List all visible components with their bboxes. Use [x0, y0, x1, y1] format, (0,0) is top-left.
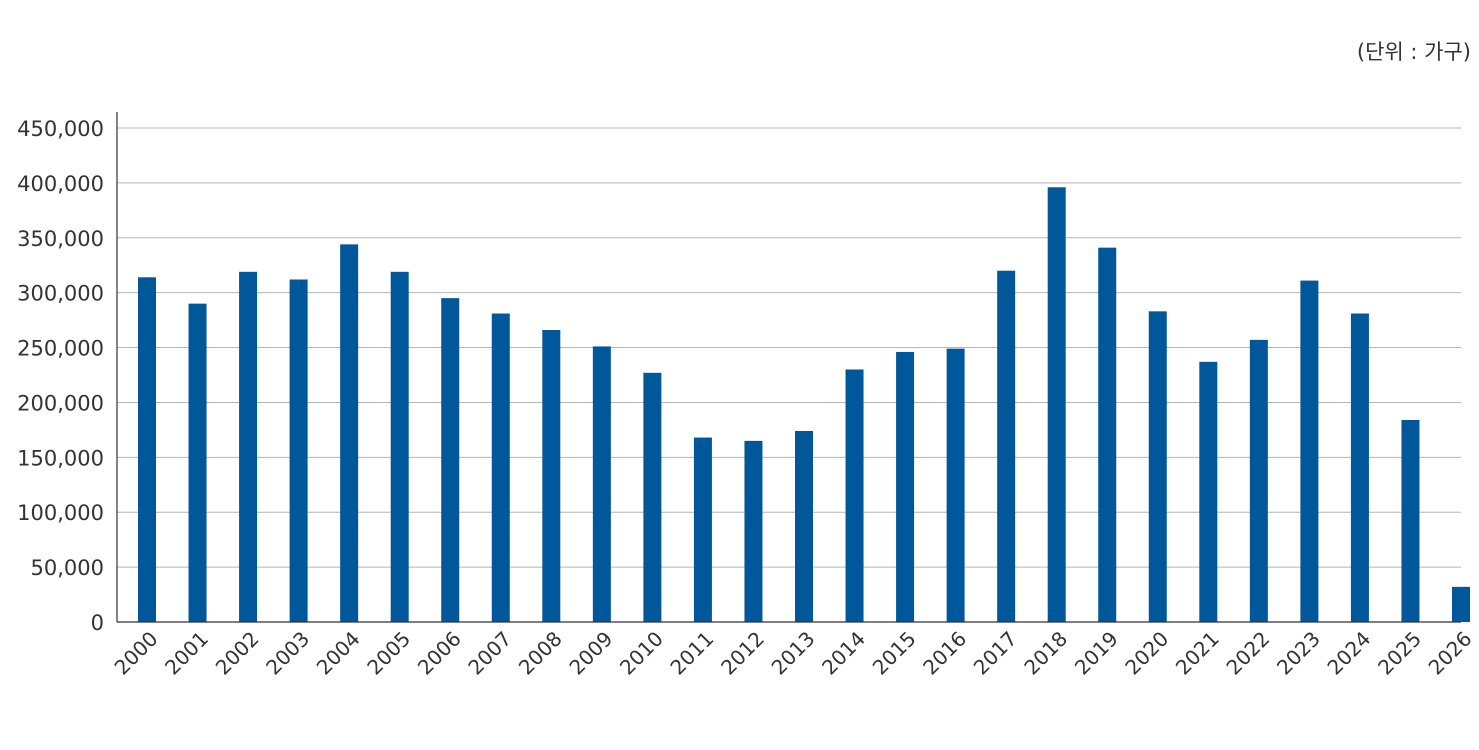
x-tick-label: 2000 [110, 627, 163, 680]
y-axis-ticks: 0 50,000 100,000 150,000 200,000 250,000 300,0… [17, 117, 104, 635]
bar-2004 [340, 244, 359, 622]
bar-2007 [491, 313, 510, 622]
y-tick-label: 150,000 [17, 446, 104, 470]
y-tick-label: 100,000 [17, 501, 104, 525]
bar-2008 [542, 329, 561, 622]
x-tick-label: 2026 [1424, 627, 1477, 680]
bar-2013 [795, 430, 813, 622]
y-tick-label: 400,000 [17, 172, 104, 196]
x-tick-label: 2005 [362, 627, 415, 680]
bar-2026 [1452, 586, 1470, 622]
x-tick-label: 2015 [868, 627, 921, 680]
bar-2024 [1350, 313, 1369, 622]
bar-2001 [188, 303, 207, 622]
x-tick-label: 2019 [1070, 627, 1123, 680]
bar-2022 [1249, 339, 1268, 622]
x-tick-label: 2017 [969, 627, 1022, 680]
bar-2002 [239, 271, 258, 622]
x-tick-label: 2021 [1171, 627, 1224, 680]
bar-2023 [1300, 280, 1319, 622]
x-tick-label: 2008 [514, 627, 567, 680]
x-tick-label: 2006 [413, 627, 466, 680]
x-tick-label: 2009 [564, 627, 617, 680]
bar-2009 [592, 346, 611, 622]
x-tick-label: 2002 [211, 627, 264, 680]
bar-2015 [896, 351, 915, 622]
bar-2000 [138, 277, 156, 622]
y-tick-label: 0 [91, 611, 104, 635]
x-tick-label: 2004 [312, 627, 365, 680]
x-tick-label: 2016 [918, 627, 971, 680]
x-tick-label: 2011 [665, 627, 718, 680]
bar-2016 [946, 348, 965, 622]
bar-2014 [845, 369, 864, 622]
bar-2020 [1148, 311, 1167, 622]
x-tick-label: 2010 [615, 627, 668, 680]
x-tick-label: 2012 [716, 627, 769, 680]
y-tick-label: 450,000 [17, 117, 104, 141]
y-tick-label: 200,000 [17, 391, 104, 415]
bar-2012 [744, 440, 763, 622]
x-tick-label: 2022 [1221, 627, 1274, 680]
bar-2025 [1401, 420, 1420, 622]
bar-2018 [1047, 187, 1066, 622]
bar-2017 [997, 270, 1016, 622]
y-tick-label: 350,000 [17, 227, 104, 251]
x-axis-ticks: 2000200120022003200420052006200720082009… [110, 627, 1477, 680]
x-tick-label: 2013 [767, 627, 820, 680]
x-tick-label: 2023 [1272, 627, 1325, 680]
x-tick-label: 2003 [261, 627, 314, 680]
x-tick-label: 2024 [1322, 627, 1375, 680]
bar-2003 [289, 279, 308, 622]
y-tick-label: 50,000 [31, 556, 104, 580]
unit-label: (단위 : 가구) [1356, 40, 1471, 64]
bar-2011 [693, 437, 712, 622]
x-tick-label: 2014 [817, 627, 870, 680]
bars [138, 187, 1470, 622]
x-tick-label: 2001 [160, 627, 213, 680]
bar-2010 [643, 372, 662, 622]
x-tick-label: 2025 [1373, 627, 1426, 680]
bar-2019 [1098, 247, 1117, 622]
x-tick-label: 2007 [463, 627, 516, 680]
bar-2006 [441, 298, 460, 622]
x-tick-label: 2020 [1120, 627, 1173, 680]
y-tick-label: 300,000 [17, 282, 104, 306]
bar-2021 [1199, 361, 1218, 622]
y-tick-label: 250,000 [17, 337, 104, 361]
bar-2005 [390, 271, 409, 622]
x-tick-label: 2018 [1019, 627, 1072, 680]
